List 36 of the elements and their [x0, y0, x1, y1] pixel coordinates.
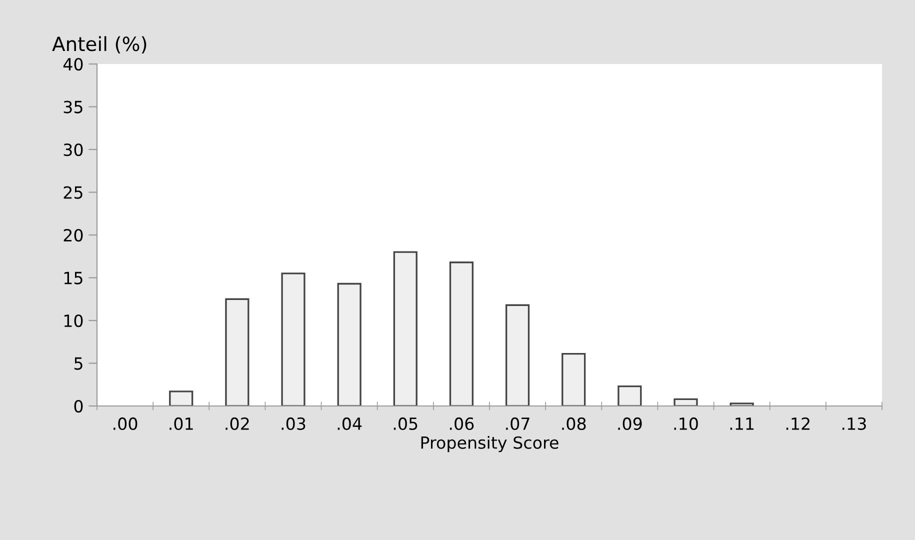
y-tick-label: 10 [64, 314, 83, 328]
x-axis-title: Propensity Score [421, 436, 558, 452]
y-tick-label: 40 [63, 58, 83, 71]
x-tick-label: .12 [786, 417, 810, 430]
x-tick-label: .05 [394, 417, 418, 430]
bar [337, 282, 362, 406]
x-tick-label: .02 [226, 417, 249, 430]
x-tick-label: .00 [114, 417, 138, 430]
y-tick-label: 0 [74, 400, 83, 413]
bar [674, 398, 698, 406]
bar [393, 251, 418, 406]
bar [505, 304, 530, 406]
x-tick-label: .08 [562, 417, 586, 430]
bar [169, 390, 194, 406]
y-axis-title: Anteil (%) [52, 36, 146, 54]
bar [281, 272, 306, 406]
bar [618, 386, 642, 406]
y-tick-label: 35 [64, 100, 82, 114]
x-tick-label: .06 [450, 417, 474, 430]
y-tick-label: 15 [64, 272, 82, 284]
y-tick-label: 5 [74, 357, 82, 370]
x-tick-label: .03 [282, 417, 306, 430]
y-tick-label: 30 [64, 143, 83, 156]
x-tick-label: .13 [842, 417, 866, 430]
bar [730, 402, 754, 406]
x-tick-label: .09 [618, 417, 642, 430]
x-tick-label: .11 [730, 418, 754, 430]
bar [449, 262, 474, 406]
y-tick-label: 20 [64, 228, 83, 242]
x-tick-label: .01 [170, 417, 193, 430]
x-tick-label: .07 [506, 417, 530, 430]
bar [225, 298, 250, 406]
bar [562, 353, 586, 406]
y-tick-label: 25 [64, 186, 82, 199]
x-tick-label: .10 [674, 417, 698, 430]
x-tick-label: .04 [338, 417, 362, 430]
